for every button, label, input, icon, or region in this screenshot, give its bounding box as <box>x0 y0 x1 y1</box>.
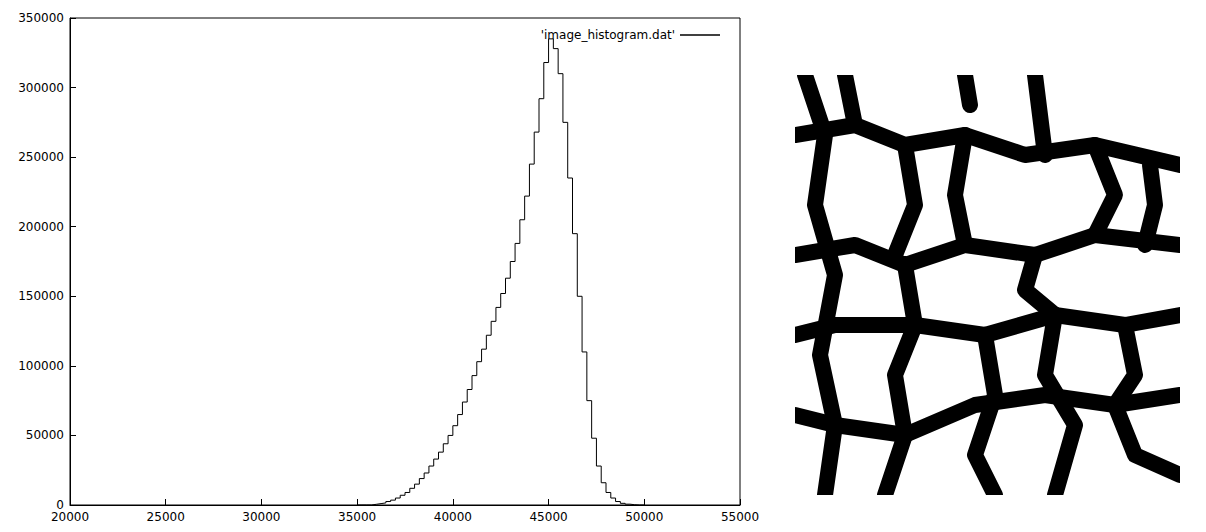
svg-text:300000: 300000 <box>18 81 64 95</box>
svg-text:50000: 50000 <box>625 510 663 524</box>
svg-text:'image_histogram.dat': 'image_histogram.dat' <box>541 28 675 42</box>
svg-text:40000: 40000 <box>434 510 472 524</box>
svg-text:200000: 200000 <box>18 220 64 234</box>
svg-text:25000: 25000 <box>147 510 185 524</box>
svg-text:45000: 45000 <box>529 510 567 524</box>
svg-text:250000: 250000 <box>18 150 64 164</box>
svg-text:30000: 30000 <box>242 510 280 524</box>
svg-text:20000: 20000 <box>51 510 89 524</box>
svg-text:350000: 350000 <box>18 11 64 25</box>
svg-text:150000: 150000 <box>18 289 64 303</box>
svg-text:0: 0 <box>56 498 64 512</box>
svg-text:35000: 35000 <box>338 510 376 524</box>
svg-text:100000: 100000 <box>18 359 64 373</box>
svg-text:55000: 55000 <box>721 510 759 524</box>
svg-text:50000: 50000 <box>26 428 64 442</box>
